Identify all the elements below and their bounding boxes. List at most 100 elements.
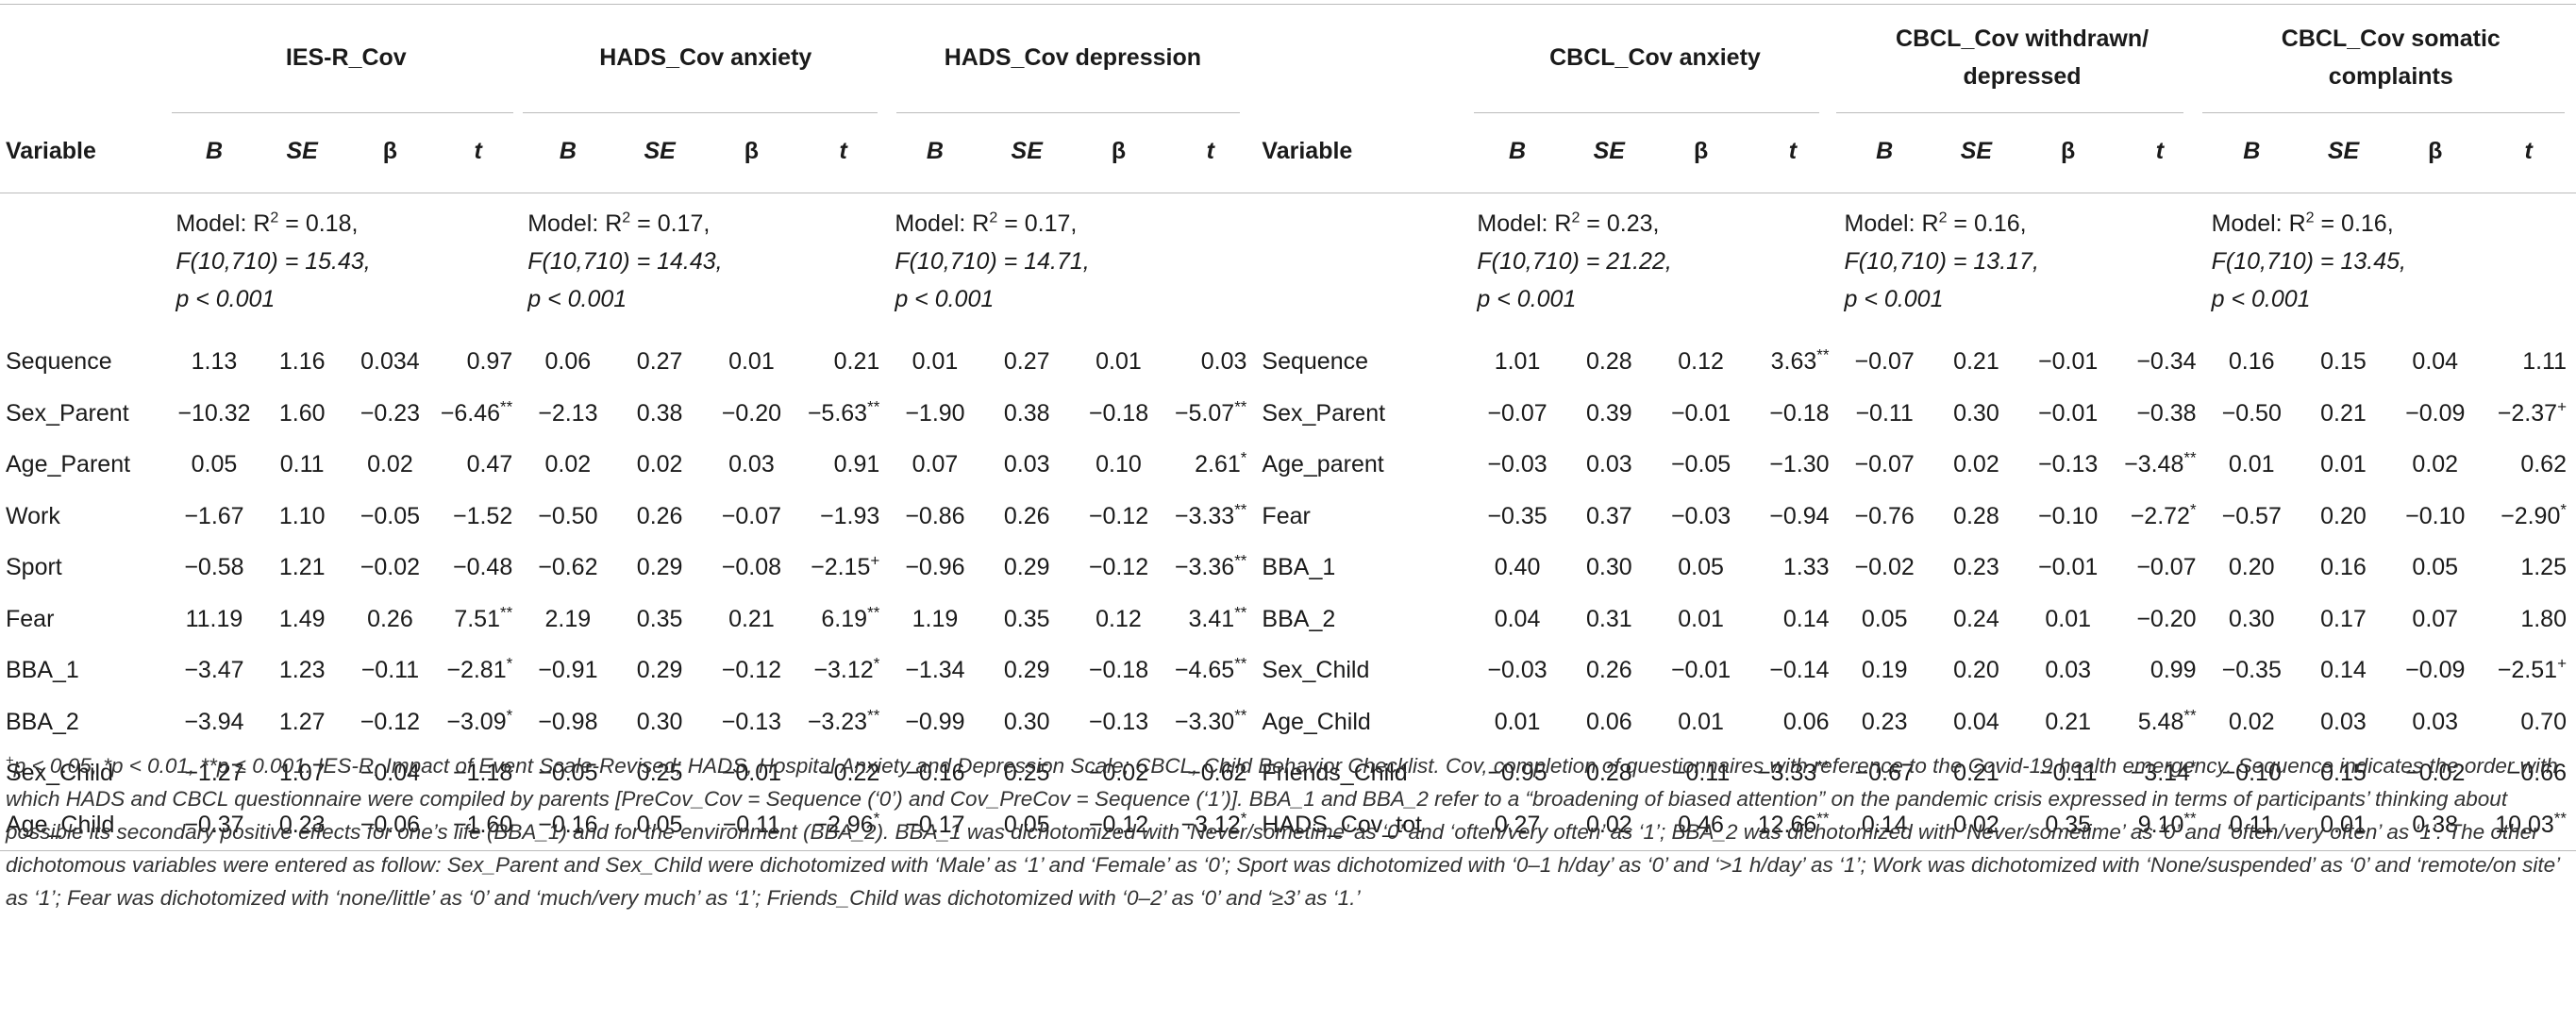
model-eq: = xyxy=(2314,210,2342,237)
model-eq: = xyxy=(997,210,1025,237)
cell-value: 0.17 xyxy=(2320,605,2367,632)
col-header-label: β xyxy=(2061,137,2076,164)
cell-value: −2.15 xyxy=(811,554,871,581)
table-row: Sequence 1.13 1.16 0.034 0.97 0.06 0.27 0.01 0.2… xyxy=(0,337,2576,389)
value-cell-beta: 0.38 xyxy=(2389,799,2481,851)
significance-marker: ** xyxy=(2183,706,2197,725)
cell-value: −5.07 xyxy=(1174,399,1235,427)
cell-value: 0.05 xyxy=(191,451,238,478)
cell-value: −0.16 xyxy=(538,811,598,838)
col-header-se: SE xyxy=(259,110,346,193)
value-cell-t: 10.03** xyxy=(2481,799,2576,851)
value-cell-t: −5.63** xyxy=(797,388,889,440)
cell-value: 0.10 xyxy=(1096,451,1142,478)
cell-value: −3.12 xyxy=(813,657,874,684)
footnote-text: p < 0.05, *p < 0.01, **p ≤ 0.001. IES-R,… xyxy=(6,754,2559,910)
variable-name: Age_Parent xyxy=(6,451,131,478)
value-cell-t: 1.11 xyxy=(2481,337,2576,389)
col-header-se: SE xyxy=(1931,110,2022,193)
value-cell-b: −3.94 xyxy=(170,696,258,748)
cell-value: 0.27 xyxy=(1003,348,1050,376)
cell-value: −5.63 xyxy=(807,399,868,427)
cell-value: 0.01 xyxy=(2228,451,2275,478)
value-cell-b: −0.10 xyxy=(2206,748,2298,800)
value-cell-b: 0.07 xyxy=(889,440,980,492)
cell-value: 0.26 xyxy=(1003,502,1050,529)
model-f-value: F(10,710) = 21.22, xyxy=(1477,248,1672,275)
cell-value: 0.30 xyxy=(2228,605,2275,632)
significance-marker: ** xyxy=(500,603,513,622)
cell-value: −0.03 xyxy=(1487,657,1547,684)
cell-value: 0.12 xyxy=(1096,605,1142,632)
corner-cell xyxy=(0,5,170,110)
value-cell-se: 0.03 xyxy=(1564,440,1655,492)
cell-value: 0.20 xyxy=(1953,657,1999,684)
value-cell-beta: −0.08 xyxy=(706,543,797,595)
value-cell-t: 3.41** xyxy=(1164,594,1256,645)
value-cell-b: 0.11 xyxy=(2206,799,2298,851)
cell-value: 1.10 xyxy=(278,502,326,529)
value-cell-beta: −0.13 xyxy=(706,696,797,748)
value-cell-se: 0.20 xyxy=(1931,645,2022,697)
cell-value: −0.07 xyxy=(1854,348,1915,376)
value-cell-t: −0.48 xyxy=(434,543,522,595)
cell-value: 0.31 xyxy=(1585,605,1632,632)
value-cell-beta: 0.01 xyxy=(1073,337,1164,389)
cell-value: 0.03 xyxy=(2412,708,2459,735)
value-cell-beta: 0.46 xyxy=(1655,799,1747,851)
variable-name-right: Sex_Child xyxy=(1262,657,1370,684)
value-cell-se: 0.04 xyxy=(1931,696,2022,748)
value-cell-t: −1.30 xyxy=(1747,440,1838,492)
value-cell-t: −2.90* xyxy=(2481,491,2576,543)
cell-value: 0.01 xyxy=(728,348,775,376)
cell-value: 0.01 xyxy=(2320,811,2367,838)
col-header-beta: β xyxy=(1073,110,1164,193)
cell-value: −0.01 xyxy=(1670,657,1731,684)
value-cell-b: −0.67 xyxy=(1839,748,1931,800)
cell-value: −3.48 xyxy=(2124,451,2184,478)
cell-value: −0.18 xyxy=(1769,399,1830,427)
col-header-label: SE xyxy=(1960,137,1993,164)
model-r2: Model: R2 = 0.18, xyxy=(176,205,522,243)
cell-value: 0.04 xyxy=(1953,708,1999,735)
variable-name-right: Sequence xyxy=(1262,348,1369,376)
cell-value: 0.35 xyxy=(1003,605,1050,632)
value-cell-t: 2.61* xyxy=(1164,440,1256,492)
value-cell-b: −1.27 xyxy=(170,748,258,800)
cell-value: 0.97 xyxy=(466,348,513,376)
cell-value: −0.02 xyxy=(2405,760,2466,787)
variable-name: BBA_2 xyxy=(6,708,79,735)
col-header-label: SE xyxy=(1011,137,1043,164)
value-cell-t: −3.12* xyxy=(1164,799,1256,851)
value-cell-beta: −0.09 xyxy=(2389,645,2481,697)
value-cell-beta: 0.21 xyxy=(706,594,797,645)
value-cell-t: −5.07** xyxy=(1164,388,1256,440)
value-cell-se: 0.03 xyxy=(2298,696,2389,748)
cell-value: −0.35 xyxy=(2221,657,2282,684)
value-cell-b: −0.62 xyxy=(522,543,613,595)
cell-value: −0.10 xyxy=(2221,760,2282,787)
cell-value: 0.21 xyxy=(728,605,775,632)
group-header-cbcl-somatic: CBCL_Cov somatic complaints xyxy=(2281,25,2501,90)
significance-marker: ** xyxy=(867,603,880,622)
value-cell-b: 0.04 xyxy=(1471,594,1563,645)
cell-value: 1.33 xyxy=(1782,554,1830,581)
value-cell-se: 0.26 xyxy=(614,491,706,543)
cell-value: −0.02 xyxy=(1088,760,1149,787)
cell-value: 0.30 xyxy=(1585,554,1632,581)
value-cell-t: −3.48** xyxy=(2114,440,2205,492)
value-cell-se: 1.16 xyxy=(259,337,346,389)
value-cell-beta: 0.02 xyxy=(2389,440,2481,492)
cell-value: −1.18 xyxy=(452,760,513,787)
model-summary: Model: R2 = 0.16, F(10,710) = 13.45, p < 0… xyxy=(2206,193,2576,337)
cell-value: −0.09 xyxy=(2405,657,2466,684)
cell-value: −0.01 xyxy=(721,760,782,787)
cell-value: −0.12 xyxy=(1088,554,1149,581)
col-header-label: B xyxy=(926,137,944,164)
cell-value: −1.60 xyxy=(452,811,513,838)
significance-marker: ** xyxy=(500,397,513,416)
cell-value: 0.20 xyxy=(2228,554,2275,581)
value-cell-beta: −0.01 xyxy=(2022,388,2114,440)
value-cell-b: 2.19 xyxy=(522,594,613,645)
variable-name: Sex_Parent xyxy=(6,399,129,427)
